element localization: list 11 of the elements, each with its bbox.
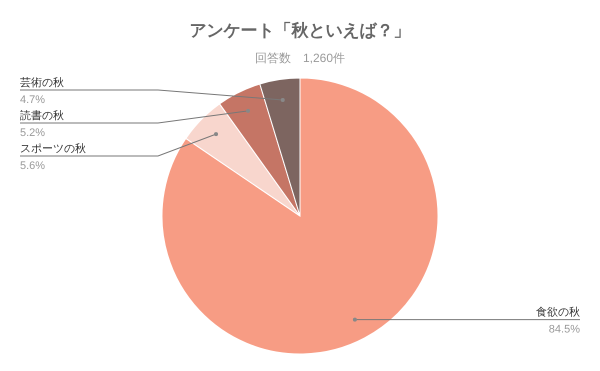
- slice-label: 芸術の秋: [20, 76, 64, 89]
- data-label: 4.7%: [20, 94, 46, 106]
- pie-slice: [162, 78, 438, 354]
- slice-label: 読書の秋: [20, 109, 64, 122]
- chart-title: アンケート「秋といえば？」: [190, 21, 410, 40]
- slice-label: 食欲の秋: [536, 306, 580, 319]
- data-label: 5.6%: [20, 160, 46, 172]
- slice-label: スポーツの秋: [20, 143, 86, 155]
- data-label: 5.2%: [20, 127, 46, 139]
- data-label: 84.5%: [548, 324, 580, 336]
- chart-subtitle: 回答数 1,260件: [254, 51, 346, 65]
